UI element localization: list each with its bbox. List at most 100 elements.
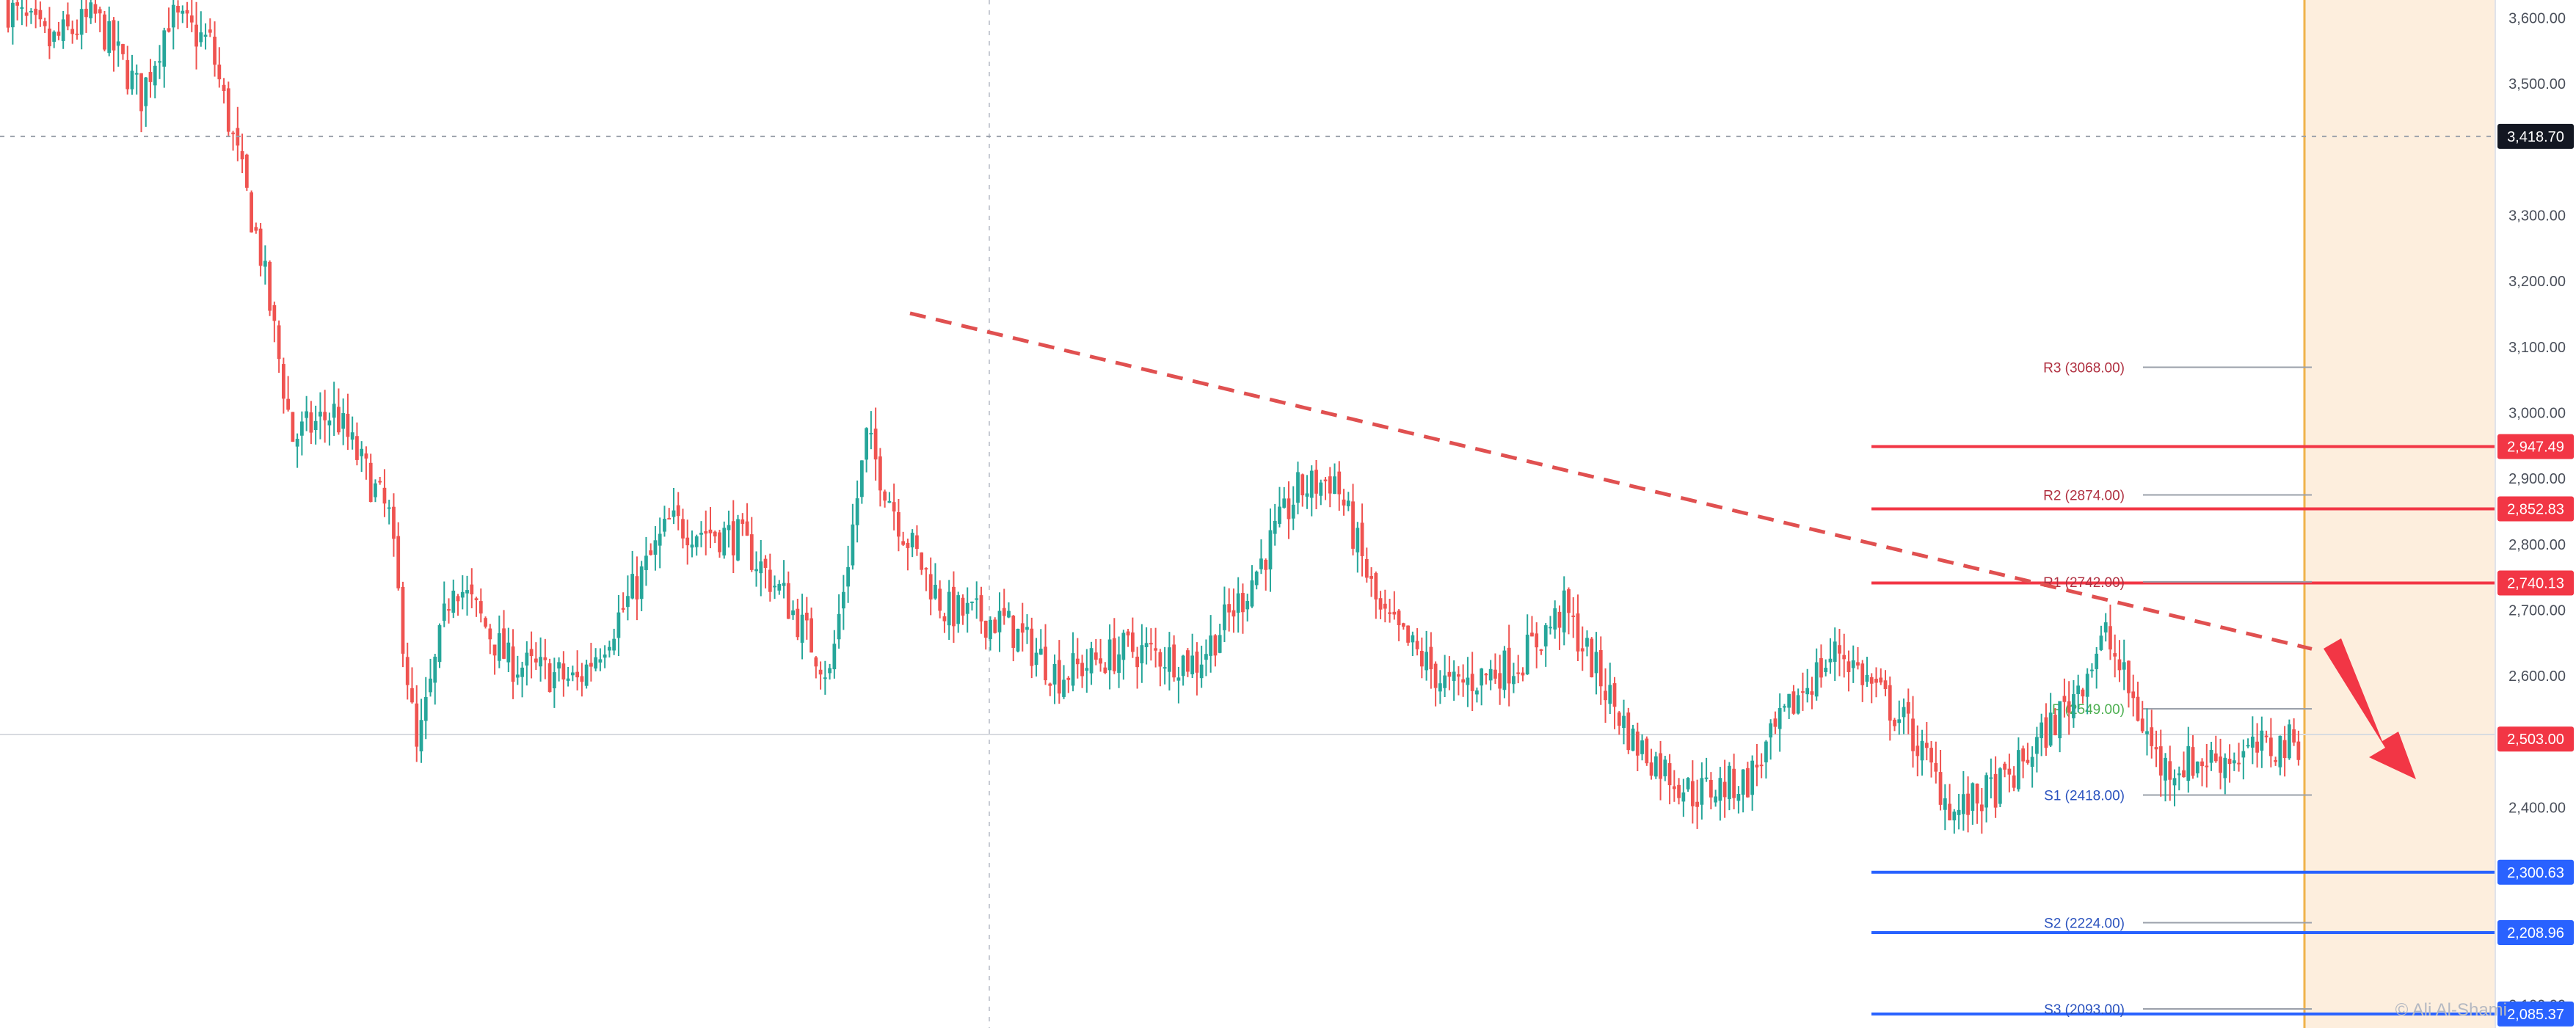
candle-body: [1984, 775, 1988, 808]
candle-body: [644, 555, 648, 570]
candle-body: [112, 20, 116, 51]
candle-body: [2090, 669, 2094, 671]
candle-body: [2260, 730, 2264, 751]
candle-body: [1787, 693, 1791, 708]
candle-body: [130, 70, 134, 90]
candle-body: [1498, 673, 1502, 689]
candle-body: [2264, 735, 2268, 737]
candle-body: [1938, 772, 1943, 805]
candle-body: [1948, 803, 1951, 821]
candle-body: [1401, 623, 1405, 627]
candle-body: [208, 29, 212, 33]
candle-body: [451, 590, 456, 613]
candle-body: [2246, 745, 2250, 747]
candle-body: [1824, 668, 1828, 672]
candle-body: [1535, 633, 1539, 648]
candle-body: [107, 21, 112, 54]
candle-body: [1016, 628, 1020, 652]
candle-body: [116, 41, 120, 46]
candle-body: [125, 59, 130, 90]
author-watermark: © Ali Al-Shami: [2395, 1000, 2507, 1020]
candle-body: [915, 535, 919, 549]
candle-body: [685, 537, 690, 546]
candle-body: [1199, 664, 1204, 679]
candle-body: [171, 4, 175, 28]
candle-body: [405, 657, 410, 685]
candle-body: [1186, 650, 1190, 672]
candle-body: [1438, 683, 1442, 692]
candle-body: [865, 428, 869, 460]
candle-body: [360, 448, 364, 456]
candle-body: [1764, 741, 1768, 762]
candle-body: [1218, 635, 1222, 653]
candle-body: [791, 610, 795, 616]
candle-body: [859, 460, 864, 497]
current-price-badge: [2497, 123, 2574, 149]
candle-body: [1231, 610, 1236, 617]
candle-body: [1952, 812, 1957, 821]
candle-body: [1488, 668, 1493, 681]
candle-body: [2122, 662, 2126, 670]
candle-body: [763, 558, 768, 568]
candle-body: [423, 696, 428, 721]
candle-body: [2145, 731, 2149, 734]
candle-body: [1314, 470, 1318, 494]
candle-body: [1814, 662, 1819, 697]
current-price-label: 3,418.70: [2507, 129, 2564, 145]
candle-body: [1291, 504, 1295, 519]
candle-body: [796, 608, 800, 638]
candle-body: [965, 602, 969, 614]
candle-body: [1714, 796, 1717, 803]
candle-body: [2195, 761, 2200, 773]
candle-body: [1223, 604, 1226, 630]
y-tick-label: 2,600.00: [2508, 668, 2566, 685]
candle-body: [1149, 643, 1153, 645]
candle-body: [153, 65, 157, 86]
candle-body: [2205, 765, 2209, 768]
candle-body: [649, 550, 653, 555]
candle-body: [1961, 794, 1965, 814]
candle-body: [2053, 715, 2057, 736]
candle-body: [1213, 635, 1218, 656]
candle-body: [1181, 655, 1185, 677]
candle-body: [713, 531, 717, 537]
candle-body: [754, 569, 758, 572]
candle-body: [1557, 611, 1562, 628]
candle-body: [1993, 773, 1998, 808]
candle-body: [525, 652, 529, 666]
candle-body: [2099, 635, 2103, 650]
candle-body: [1860, 663, 1865, 685]
candle-body: [823, 677, 827, 679]
candle-body: [566, 678, 570, 681]
candle-body: [694, 536, 699, 547]
candle-body: [286, 398, 290, 410]
y-tick-label: 3,100.00: [2508, 340, 2566, 356]
candle-body: [731, 521, 735, 555]
candle-body: [350, 432, 354, 440]
pivot-label: S3 (2093.00): [2044, 1002, 2125, 1018]
candle-body: [374, 483, 377, 497]
candle-body: [635, 576, 639, 599]
candle-body: [84, 8, 88, 18]
candle-body: [158, 61, 161, 63]
candle-body: [1893, 719, 1896, 726]
candle-body: [139, 73, 143, 112]
candle-body: [786, 583, 790, 619]
candle-body: [2062, 696, 2067, 702]
candle-body: [1783, 706, 1786, 708]
candle-body: [295, 439, 299, 447]
candle-body: [1204, 654, 1208, 660]
candle-body: [1130, 632, 1135, 652]
candle-body: [2021, 748, 2026, 762]
candle-body: [1364, 558, 1369, 578]
candle-body: [594, 657, 598, 669]
y-tick-label: 3,300.00: [2508, 208, 2566, 224]
candle-body: [2035, 737, 2039, 754]
candle-body: [1769, 723, 1773, 738]
y-tick-label: 3,000.00: [2508, 405, 2566, 421]
candle-body: [34, 8, 38, 15]
candle-body: [924, 568, 928, 570]
candle-body: [2117, 659, 2122, 671]
candle-body: [1089, 648, 1094, 674]
